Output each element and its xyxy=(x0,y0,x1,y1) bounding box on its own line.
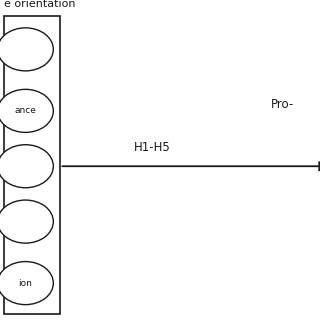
Text: e orientation: e orientation xyxy=(4,0,75,9)
Ellipse shape xyxy=(0,89,53,132)
Text: Pro-: Pro- xyxy=(270,98,294,111)
Text: ion: ion xyxy=(19,279,32,288)
Bar xyxy=(4,16,60,314)
Text: ance: ance xyxy=(14,106,36,116)
Ellipse shape xyxy=(0,28,53,71)
Ellipse shape xyxy=(0,200,53,243)
Text: H1-H5: H1-H5 xyxy=(134,141,171,154)
Ellipse shape xyxy=(0,145,53,188)
Ellipse shape xyxy=(0,261,53,305)
